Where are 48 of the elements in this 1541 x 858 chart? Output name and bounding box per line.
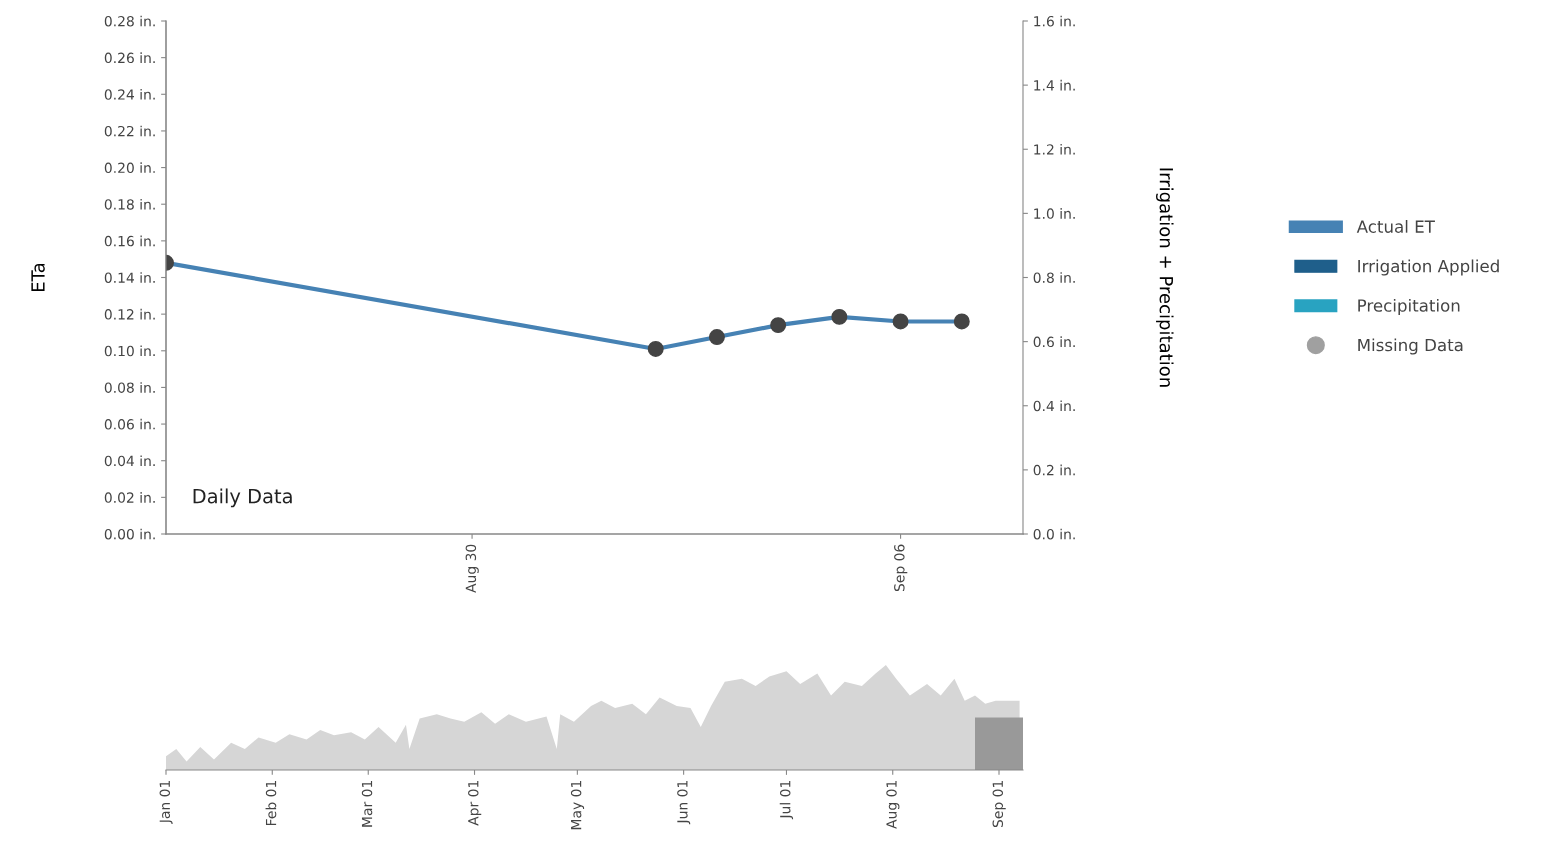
x-tick-label: Jul 01 — [779, 781, 794, 820]
x-tick-label: Mar 01 — [361, 781, 373, 827]
x-tick-label: Aug 01 — [886, 781, 900, 829]
y-tick-label: 0.04 in. — [104, 455, 155, 467]
legend-label: Actual ET — [1356, 220, 1435, 233]
legend-label: Precipitation — [1358, 298, 1460, 316]
legend-label: Irrigation Applied — [1358, 259, 1499, 276]
x-tick-label: Feb 01 — [265, 781, 277, 826]
x-tick-label: Apr 01 — [468, 781, 482, 826]
y2-tick-label: 0.8 in. — [1033, 272, 1075, 283]
x-tick-label: Jun 01 — [677, 781, 691, 825]
point — [647, 340, 664, 357]
y-tick-label: 0.02 in. — [104, 492, 155, 503]
y-axis-title: ETa — [31, 263, 45, 291]
y2-tick-label: 1.0 in. — [1034, 208, 1075, 219]
y2-tick-label: 1.2 in. — [1034, 143, 1075, 155]
y-tick-label: 0.16 in. — [104, 235, 155, 247]
y-tick-label: 0.10 in. — [104, 345, 155, 357]
legend-label: Missing Data — [1358, 338, 1463, 355]
y2-tick-label: 0.6 in. — [1033, 336, 1075, 348]
x-tick-label: Jan 01 — [159, 781, 173, 824]
y-tick-label: 0.06 in. — [104, 418, 155, 430]
point — [892, 313, 909, 330]
y-tick-label: 0.00 in. — [104, 528, 155, 540]
y2-tick-label: 0.0 in. — [1033, 528, 1075, 540]
y-tick-label: 0.12 in. — [104, 308, 155, 320]
x-tick-label: Sep 01 — [992, 781, 1006, 828]
y-tick-label: 0.14 in. — [104, 272, 155, 283]
y2-axis-title: Irrigation + Precipitation — [1156, 168, 1174, 387]
point — [831, 308, 848, 325]
y-tick-label: 0.08 in. — [104, 382, 155, 393]
point — [708, 329, 725, 346]
point — [770, 317, 787, 334]
y-tick-label: 0.26 in. — [104, 52, 155, 64]
annotation: Daily Data — [193, 488, 292, 508]
y2-tick-label: 1.6 in. — [1034, 15, 1075, 27]
y-tick-label: 0.22 in. — [104, 125, 155, 137]
y2-tick-label: 0.4 in. — [1033, 400, 1075, 412]
y-tick-label: 0.28 in. — [104, 15, 155, 27]
point — [953, 313, 970, 330]
y2-tick-label: 0.2 in. — [1033, 464, 1075, 476]
y-tick-label: 0.18 in. — [104, 198, 155, 210]
x-tick-label: Aug 30 — [465, 544, 479, 593]
y-tick-label: 0.20 in. — [104, 162, 155, 174]
y-tick-label: 0.24 in. — [104, 89, 155, 100]
y2-tick-label: 1.4 in. — [1034, 79, 1075, 91]
x-tick-label: May 01 — [570, 781, 585, 830]
x-tick-label: Sep 06 — [894, 544, 908, 592]
